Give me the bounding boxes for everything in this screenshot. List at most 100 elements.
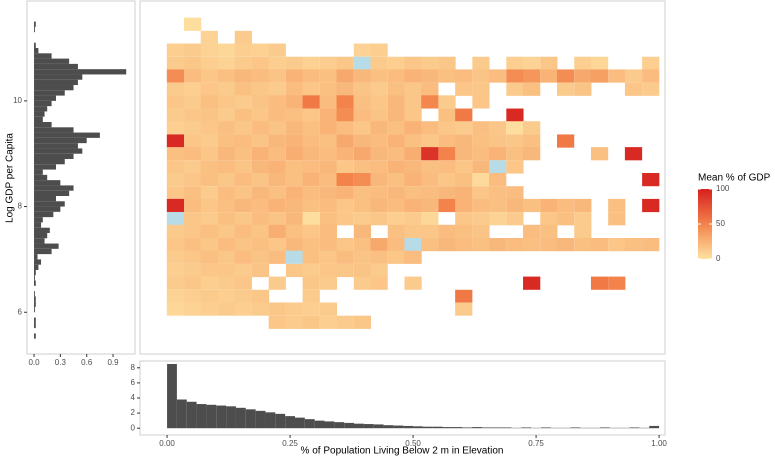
heat-cell	[217, 56, 236, 70]
hist-bar	[34, 69, 127, 75]
heat-cell	[268, 108, 286, 122]
heat-cell	[251, 43, 270, 57]
heat-cell	[234, 250, 252, 264]
hist-bar	[34, 137, 87, 144]
heat-cell	[608, 238, 626, 252]
heat-cell	[421, 82, 439, 96]
heat-cell	[268, 276, 286, 290]
heat-cell	[387, 160, 405, 174]
heat-cell	[455, 302, 473, 316]
heat-cell	[421, 238, 439, 252]
hist-bar	[34, 222, 42, 228]
heat-cell	[353, 108, 372, 122]
heat-cell	[217, 147, 236, 161]
heat-cell	[421, 69, 439, 83]
hist-bar	[34, 153, 74, 160]
y-tick-label: 4	[131, 393, 136, 402]
hist-bar	[34, 259, 42, 265]
hist-bar	[373, 424, 384, 429]
heat-cell	[319, 186, 338, 200]
heat-cell	[506, 56, 524, 70]
hist-bar	[34, 238, 45, 244]
heat-cell	[302, 289, 320, 304]
heat-cell	[642, 82, 660, 96]
heat-cell	[285, 82, 304, 96]
heat-cell	[472, 173, 490, 187]
heat-cell	[506, 108, 524, 122]
heat-cell	[184, 263, 202, 278]
heat-cell	[336, 95, 354, 109]
heat-cell	[251, 224, 270, 239]
hist-bar	[34, 132, 100, 138]
heat-cell	[268, 173, 286, 187]
heat-cell	[200, 250, 218, 264]
heat-cell	[556, 212, 575, 226]
heat-cell	[353, 147, 372, 161]
hist-bar	[34, 48, 39, 54]
heat-cell	[608, 276, 626, 290]
heat-cell	[302, 302, 320, 316]
heat-cell	[302, 56, 320, 70]
hist-bar	[481, 427, 492, 429]
heat-cell	[404, 69, 422, 83]
heat-cell	[285, 302, 304, 316]
heat-cell	[353, 186, 372, 200]
hist-bar	[34, 296, 36, 302]
hist-bar	[34, 185, 74, 191]
heat-cell	[370, 212, 388, 226]
heat-cell	[506, 147, 524, 161]
heat-cell	[438, 95, 456, 109]
heat-cell	[251, 198, 270, 213]
heat-cell	[438, 186, 456, 200]
heat-cell	[234, 186, 252, 200]
heat-cell	[302, 224, 320, 239]
heat-cell	[455, 108, 473, 122]
heat-cell	[268, 315, 286, 329]
heat-cell	[353, 160, 372, 174]
hist-bar	[452, 427, 463, 429]
heat-cell	[184, 160, 202, 174]
heat-cell	[624, 147, 643, 161]
heat-cell	[438, 238, 456, 252]
heat-cell	[370, 108, 388, 122]
hist-bar	[34, 95, 56, 101]
heat-cell	[166, 147, 185, 161]
heat-cell	[523, 147, 541, 161]
heat-cell	[353, 212, 372, 226]
heat-cell	[404, 56, 422, 70]
heat-cell	[319, 108, 338, 122]
heat-cell	[387, 121, 405, 135]
heat-cell	[438, 173, 456, 187]
heat-cell	[404, 276, 422, 290]
heat-cell	[319, 95, 338, 109]
heat-cell	[353, 173, 372, 187]
heat-cell	[489, 69, 507, 83]
heat-cell	[455, 224, 473, 239]
hist-bar	[34, 232, 48, 239]
x-tick-label: 0.25	[282, 439, 298, 448]
hist-bar	[255, 410, 266, 429]
heat-cell	[370, 82, 388, 96]
heat-cell	[438, 108, 456, 122]
x-axis-title: % of Population Living Below 2 m in Elev…	[301, 446, 504, 457]
heat-cell	[200, 95, 218, 109]
heat-cell	[370, 121, 388, 135]
heat-cell	[506, 212, 524, 226]
hist-bar	[34, 291, 35, 297]
heat-cell	[234, 121, 252, 135]
heat-cell	[387, 134, 405, 148]
heat-cell	[404, 212, 422, 226]
heat-cell	[455, 173, 473, 187]
hist-bar	[34, 217, 43, 223]
heat-cell	[574, 82, 592, 96]
heat-cell	[506, 160, 524, 174]
hist-bar	[354, 423, 364, 429]
heat-cell	[336, 250, 354, 264]
hist-bar	[462, 427, 473, 429]
heat-cell	[387, 250, 405, 264]
heat-cell	[200, 173, 218, 187]
heat-cell	[574, 69, 592, 83]
heat-cell	[472, 198, 490, 213]
heat-cell	[370, 173, 388, 187]
